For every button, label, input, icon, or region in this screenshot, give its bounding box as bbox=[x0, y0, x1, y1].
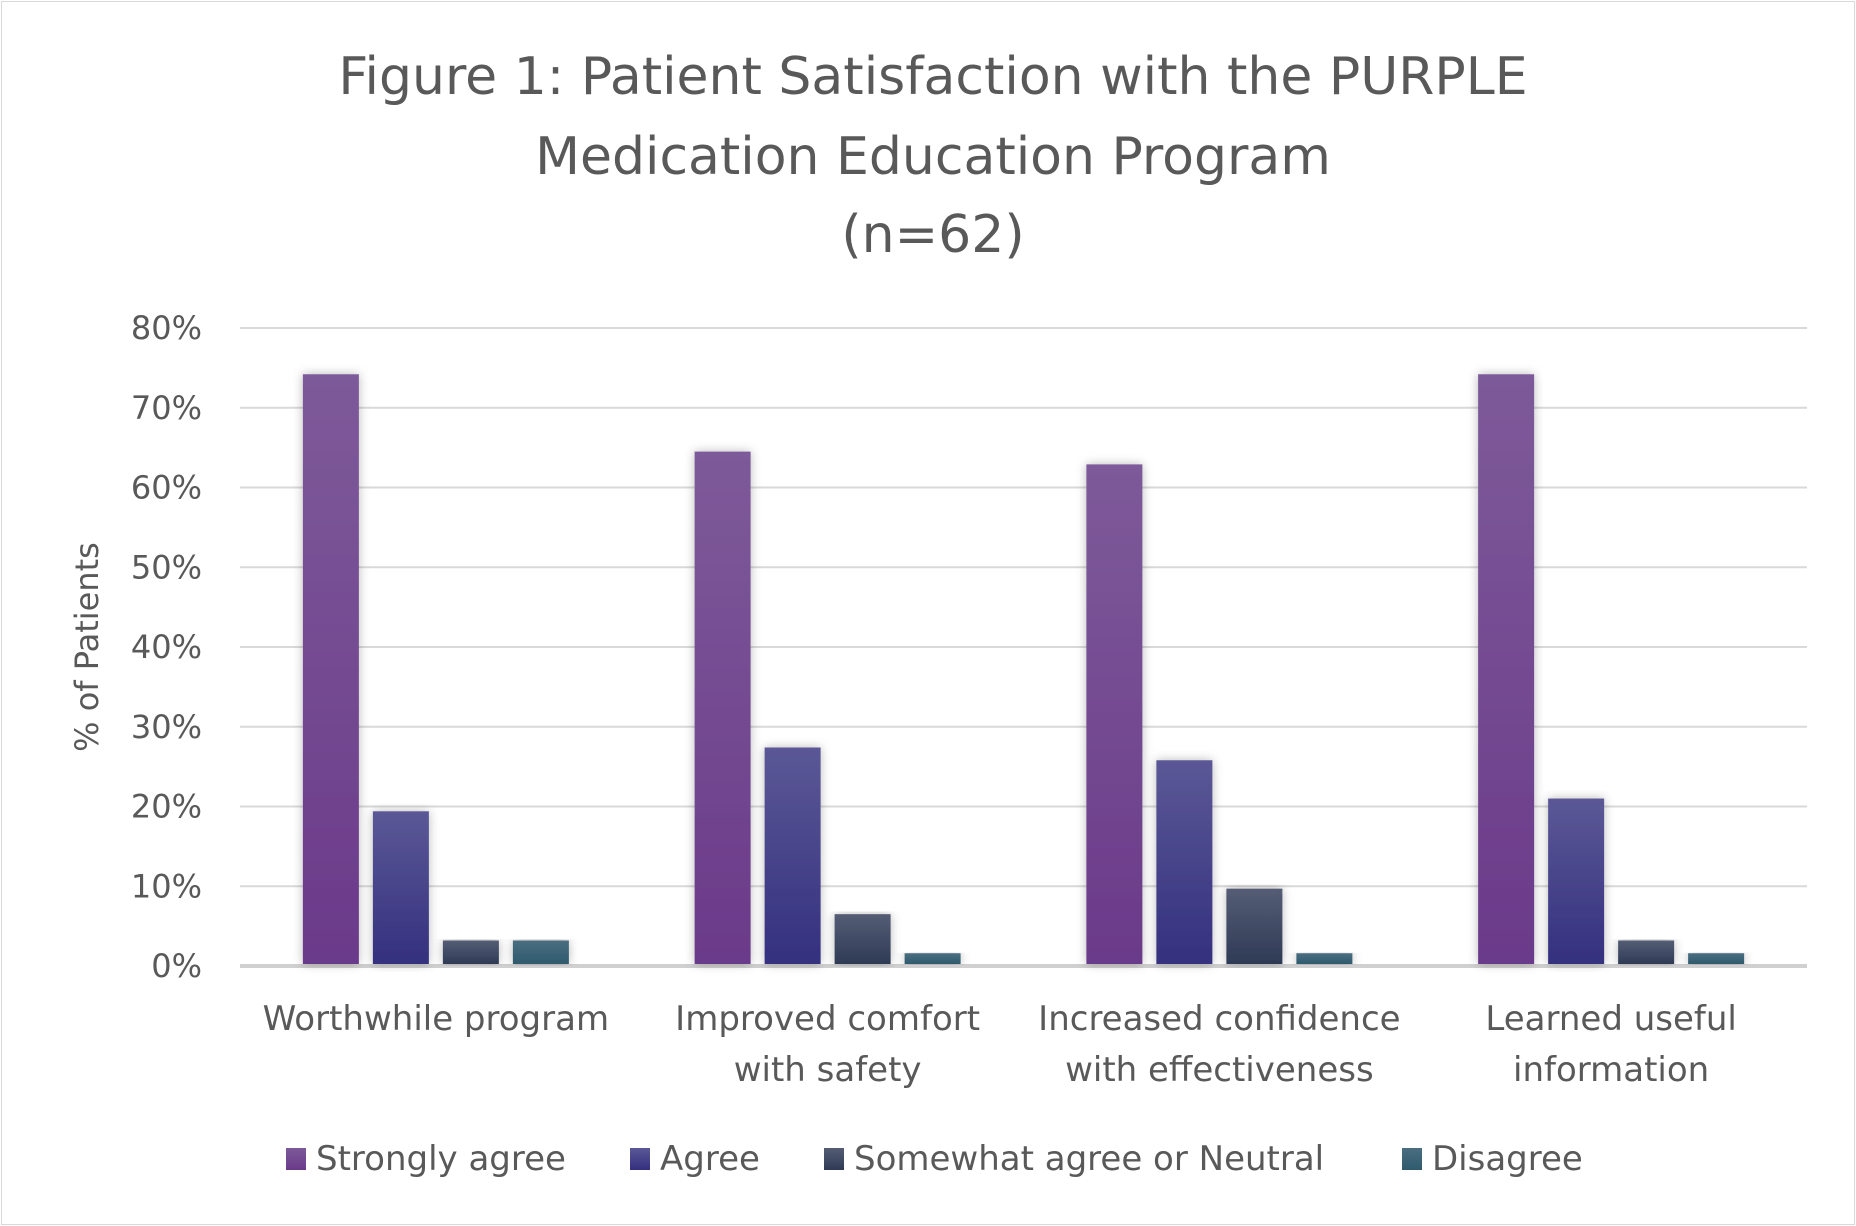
legend-swatch bbox=[1402, 1148, 1422, 1170]
chart-title-line: Figure 1: Patient Satisfaction with the … bbox=[338, 47, 1527, 107]
legend-label: Strongly agree bbox=[316, 1139, 566, 1179]
y-tick-label: 20% bbox=[131, 788, 202, 826]
legend-item: Disagree bbox=[1402, 1139, 1583, 1179]
y-tick-label: 80% bbox=[131, 309, 202, 347]
bar-somewhat-agree-or-neutral-0 bbox=[442, 940, 499, 964]
legend-swatch bbox=[824, 1148, 844, 1170]
bar-somewhat-agree-or-neutral-1 bbox=[834, 914, 891, 964]
y-tick-label: 40% bbox=[131, 628, 202, 666]
bar-strongly-agree-0 bbox=[302, 374, 359, 964]
chart-title: Figure 1: Patient Satisfaction with the … bbox=[338, 47, 1527, 265]
bar-disagree-3 bbox=[1688, 953, 1745, 964]
bar-agree-1 bbox=[764, 747, 821, 964]
y-tick-label: 60% bbox=[131, 469, 202, 507]
x-category-label: Learned useful bbox=[1485, 999, 1736, 1039]
legend-item: Agree bbox=[630, 1139, 760, 1179]
y-tick-label: 0% bbox=[151, 947, 202, 985]
bar-somewhat-agree-or-neutral-2 bbox=[1226, 888, 1283, 964]
bar-agree-0 bbox=[372, 811, 429, 964]
legend-label: Somewhat agree or Neutral bbox=[854, 1139, 1324, 1179]
x-category-label: with safety bbox=[734, 1050, 922, 1090]
x-category-label: Increased confidence bbox=[1038, 999, 1400, 1039]
y-tick-label: 50% bbox=[131, 548, 202, 586]
x-category-label: with effectiveness bbox=[1065, 1050, 1374, 1090]
y-tick-label: 70% bbox=[131, 389, 202, 427]
y-tick-label: 10% bbox=[131, 867, 202, 905]
legend: Strongly agree Agree Somewhat agree or Neu… bbox=[286, 1139, 1583, 1179]
bar-somewhat-agree-or-neutral-3 bbox=[1618, 940, 1675, 964]
x-category-label: Improved comfort bbox=[675, 999, 980, 1039]
bar-disagree-2 bbox=[1296, 953, 1353, 964]
bar-strongly-agree-1 bbox=[694, 451, 751, 964]
bar-disagree-0 bbox=[512, 940, 569, 964]
legend-label: Disagree bbox=[1432, 1139, 1583, 1179]
chart-title-line: Medication Education Program bbox=[535, 127, 1331, 187]
bar-agree-2 bbox=[1156, 760, 1213, 964]
legend-item: Somewhat agree or Neutral bbox=[824, 1139, 1324, 1179]
legend-swatch bbox=[286, 1148, 306, 1170]
x-axis-categories: Worthwhile program Improved comfort with s… bbox=[263, 999, 1737, 1090]
y-tick-label: 30% bbox=[131, 708, 202, 746]
bar-strongly-agree-2 bbox=[1086, 464, 1143, 964]
chart-title-line: (n=62) bbox=[841, 205, 1024, 265]
y-axis-label: % of Patients bbox=[68, 542, 106, 752]
gridlines bbox=[240, 327, 1807, 968]
x-category-label: Worthwhile program bbox=[263, 999, 609, 1039]
bar-agree-3 bbox=[1548, 798, 1605, 964]
x-category-label: information bbox=[1513, 1050, 1709, 1090]
bar-disagree-1 bbox=[904, 953, 961, 964]
legend-item: Strongly agree bbox=[286, 1139, 566, 1179]
bars bbox=[302, 374, 1745, 964]
y-axis-ticks: 0% 10% 20% 30% 40% 50% 60% 70% 80% bbox=[131, 309, 202, 985]
legend-swatch bbox=[630, 1148, 650, 1170]
legend-label: Agree bbox=[660, 1139, 760, 1179]
bar-strongly-agree-3 bbox=[1478, 374, 1535, 964]
